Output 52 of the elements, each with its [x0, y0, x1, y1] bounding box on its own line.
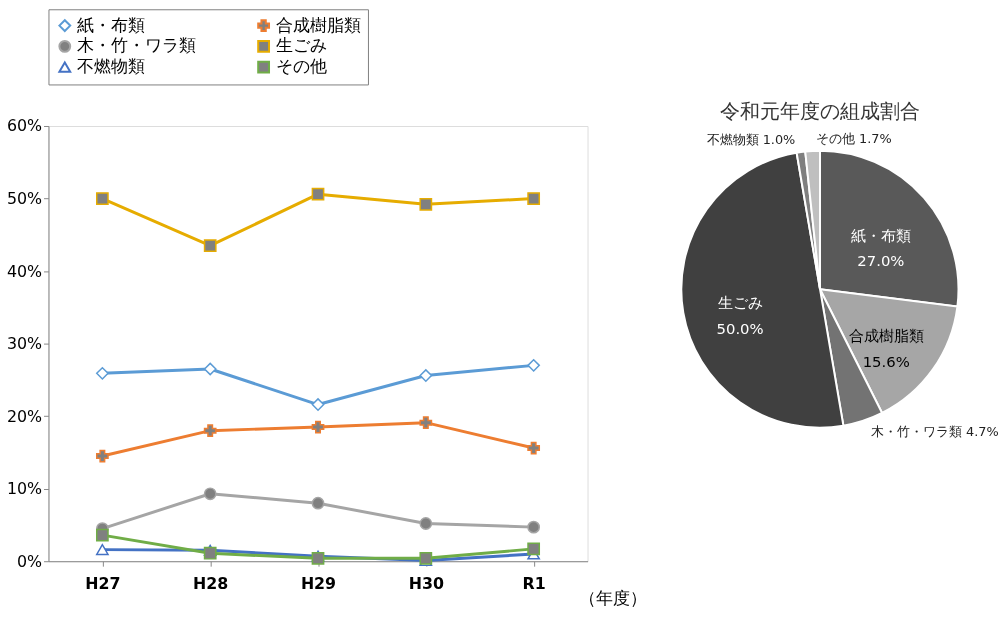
point [527, 520, 541, 534]
point [419, 197, 433, 211]
point [203, 362, 217, 376]
point [96, 366, 109, 380]
slice-label: 不燃物類 1.0% [706, 132, 796, 148]
x-tick-label: H28 [193, 574, 229, 594]
slice-label: 生ごみ [717, 293, 763, 311]
point [311, 420, 325, 434]
point [527, 192, 541, 205]
point [527, 441, 541, 455]
data-label: 15.6% [862, 352, 910, 370]
point [311, 187, 325, 201]
point [96, 528, 109, 542]
point [203, 487, 217, 501]
slice-label: 木・竹・ワラ類 4.7% [870, 424, 999, 440]
data-label: 27.0% [857, 252, 905, 270]
x-tick-label: H29 [300, 574, 337, 594]
slice-label: 合成樹脂類 [848, 327, 924, 344]
x-tick-label: R1 [522, 574, 546, 594]
point [96, 192, 109, 205]
point [419, 517, 433, 530]
y-tick-label: 30% [6, 334, 43, 354]
x-tick-label: H27 [85, 574, 121, 594]
x-axis-title: （年度） [579, 588, 648, 609]
chart-title: 令和元年度の組成割合 [720, 100, 921, 124]
slice-label: 紙・布類 [850, 226, 911, 244]
legend-label: 不燃物類 [77, 56, 146, 77]
data-label: 50.0% [716, 319, 764, 337]
legend-label: 木・竹・ワラ類 [77, 35, 197, 56]
y-tick-label: 0% [16, 551, 43, 571]
point [527, 358, 541, 372]
legend-label: 生ごみ [275, 35, 327, 56]
point [96, 543, 109, 556]
y-tick-label: 50% [6, 188, 43, 208]
point [419, 369, 433, 382]
x-tick-label: H30 [408, 574, 444, 594]
slice-label: その他 1.7% [815, 131, 892, 147]
point [419, 416, 433, 430]
point [311, 496, 325, 510]
y-tick-label: 10% [6, 479, 43, 499]
point [311, 398, 325, 411]
legend-label: 紙・布類 [77, 14, 146, 35]
legend-label: その他 [275, 56, 327, 77]
legend-label: 合成樹脂類 [275, 14, 361, 35]
point [527, 542, 541, 556]
point [96, 449, 109, 463]
y-tick-label: 20% [6, 406, 43, 426]
point [203, 424, 217, 438]
y-tick-label: 60% [6, 116, 43, 136]
point [203, 239, 217, 253]
y-tick-label: 40% [6, 261, 43, 281]
point [203, 546, 217, 560]
